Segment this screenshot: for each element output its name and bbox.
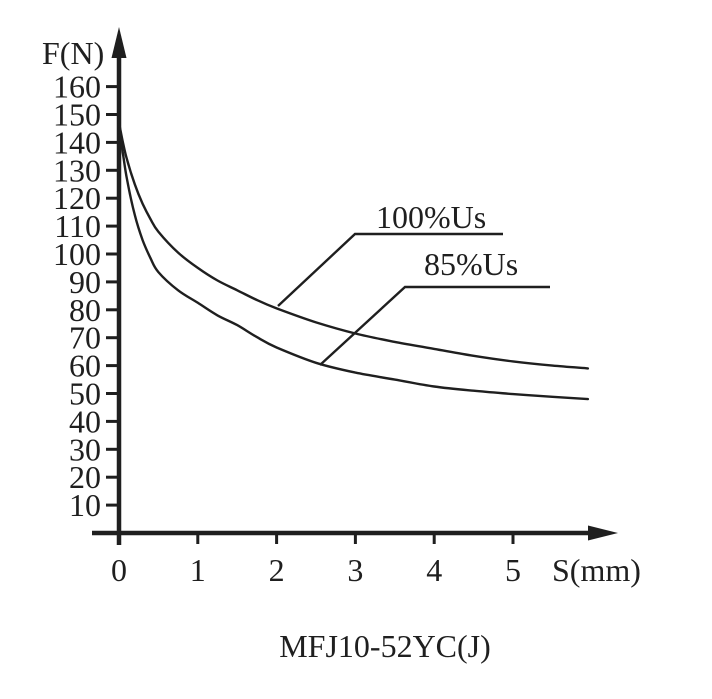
leader-line-85-us: [319, 285, 550, 366]
x-tick-label: 3: [347, 552, 363, 588]
series-curve-100-us: [117, 121, 590, 370]
curve-label-85-us: 85%Us: [424, 246, 518, 282]
y-tick-label: 100: [53, 236, 101, 272]
x-tick-label: 0: [111, 552, 127, 588]
y-tick-label: 60: [69, 348, 101, 384]
x-axis-title: S(mm): [552, 552, 641, 588]
series-curve-85-us: [117, 127, 590, 401]
y-axis-arrowhead: [111, 27, 127, 58]
y-tick-label: 70: [69, 320, 101, 356]
curve-label-100-us: 100%Us: [376, 199, 486, 235]
chart-caption: MFJ10-52YC(J): [279, 628, 491, 664]
annotations-layer: 100%Us 85%Us: [277, 199, 550, 366]
x-axis-arrowhead: [588, 525, 618, 541]
y-tick-label: 40: [69, 403, 101, 439]
y-tick-label: 150: [53, 97, 101, 133]
x-tick-label: 2: [269, 552, 285, 588]
y-tick-label: 10: [69, 487, 101, 523]
y-tick-label: 120: [53, 180, 101, 216]
y-tick-label: 110: [54, 208, 101, 244]
x-tick-label: 5: [505, 552, 521, 588]
leader-line-100-us: [277, 232, 503, 307]
y-tick-label: 30: [69, 431, 101, 467]
y-tick-label: 140: [53, 124, 101, 160]
y-tick-label: 130: [53, 152, 101, 188]
y-axis-title: F(N): [42, 35, 104, 71]
y-tick-label: 80: [69, 292, 101, 328]
y-tick-label: 90: [69, 264, 101, 300]
curves-layer: [117, 121, 590, 401]
x-tick-label: 1: [190, 552, 206, 588]
y-tick-label: 50: [69, 376, 101, 412]
y-tick-label: 160: [53, 69, 101, 105]
x-tick-label: 4: [426, 552, 442, 588]
y-tick-label: 20: [69, 459, 101, 495]
